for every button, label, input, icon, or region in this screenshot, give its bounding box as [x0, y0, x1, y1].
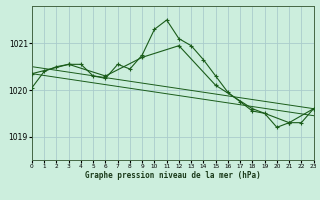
X-axis label: Graphe pression niveau de la mer (hPa): Graphe pression niveau de la mer (hPa)	[85, 171, 261, 180]
